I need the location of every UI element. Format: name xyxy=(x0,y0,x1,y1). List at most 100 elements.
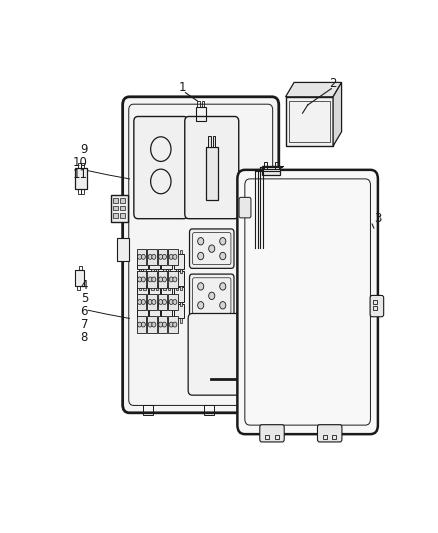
Bar xyxy=(148,294,157,310)
Circle shape xyxy=(152,254,156,260)
Bar xyxy=(169,271,178,288)
Bar xyxy=(75,168,87,189)
Bar xyxy=(78,163,81,168)
Bar xyxy=(161,287,172,302)
Bar xyxy=(139,266,141,271)
Bar xyxy=(168,300,170,304)
Bar xyxy=(151,300,154,304)
Circle shape xyxy=(197,352,201,358)
Bar xyxy=(262,166,280,175)
Bar xyxy=(155,286,158,290)
Bar xyxy=(143,269,146,273)
Bar xyxy=(151,302,154,306)
Bar xyxy=(143,300,146,304)
Bar xyxy=(143,266,146,271)
Circle shape xyxy=(209,352,214,358)
Bar xyxy=(113,198,118,203)
Bar xyxy=(148,248,157,265)
Bar xyxy=(163,266,166,271)
Bar xyxy=(169,294,178,310)
FancyBboxPatch shape xyxy=(123,97,279,413)
Circle shape xyxy=(173,300,177,304)
FancyBboxPatch shape xyxy=(190,229,234,268)
Circle shape xyxy=(169,254,173,260)
Text: 6: 6 xyxy=(81,305,88,318)
FancyBboxPatch shape xyxy=(237,170,378,434)
Bar xyxy=(113,213,118,218)
Bar xyxy=(373,306,377,310)
Circle shape xyxy=(173,277,177,282)
Circle shape xyxy=(141,254,145,260)
Bar xyxy=(176,300,178,304)
Bar xyxy=(163,286,166,290)
Bar xyxy=(286,97,333,146)
Bar xyxy=(158,248,167,265)
Bar xyxy=(151,269,154,273)
Bar xyxy=(158,294,167,310)
Circle shape xyxy=(152,300,156,304)
Bar xyxy=(180,283,182,287)
Bar xyxy=(139,269,141,273)
Bar xyxy=(176,286,178,290)
Bar xyxy=(120,198,125,203)
Polygon shape xyxy=(333,83,342,146)
Bar xyxy=(180,286,182,290)
Bar xyxy=(139,318,141,322)
Circle shape xyxy=(138,322,141,327)
Bar xyxy=(176,318,178,322)
Bar xyxy=(161,254,172,269)
Bar xyxy=(113,206,118,211)
Bar xyxy=(173,271,184,286)
Bar xyxy=(155,266,158,271)
Bar xyxy=(149,254,160,269)
Bar xyxy=(117,238,130,261)
FancyBboxPatch shape xyxy=(370,295,384,317)
Circle shape xyxy=(162,277,166,282)
Bar xyxy=(155,302,158,306)
FancyBboxPatch shape xyxy=(239,197,251,218)
Bar xyxy=(272,343,278,356)
Circle shape xyxy=(152,322,156,327)
Circle shape xyxy=(198,252,204,260)
Bar xyxy=(265,435,269,440)
Text: 9: 9 xyxy=(81,143,88,156)
Bar xyxy=(139,300,141,304)
Circle shape xyxy=(169,277,173,282)
Bar xyxy=(168,286,170,290)
Bar xyxy=(149,304,160,318)
Circle shape xyxy=(138,254,141,260)
Bar xyxy=(79,266,81,270)
Circle shape xyxy=(197,339,201,345)
FancyBboxPatch shape xyxy=(318,425,342,442)
Bar xyxy=(180,300,182,304)
Bar xyxy=(137,271,146,288)
Bar xyxy=(111,195,128,222)
Bar xyxy=(169,317,178,333)
Bar xyxy=(139,302,141,306)
Bar xyxy=(151,266,154,271)
Bar xyxy=(137,294,146,310)
Text: 3: 3 xyxy=(374,212,381,225)
Circle shape xyxy=(169,300,173,304)
Bar xyxy=(264,163,267,168)
Circle shape xyxy=(220,238,226,245)
Bar xyxy=(149,287,160,302)
Text: 2: 2 xyxy=(329,77,337,90)
Bar xyxy=(143,405,153,415)
Bar xyxy=(168,266,170,271)
Bar xyxy=(204,405,214,415)
Bar xyxy=(148,317,157,333)
Bar xyxy=(139,283,141,287)
Circle shape xyxy=(148,322,152,327)
Circle shape xyxy=(141,277,145,282)
Bar xyxy=(173,287,184,302)
Bar xyxy=(275,435,279,440)
FancyBboxPatch shape xyxy=(134,117,188,219)
Bar xyxy=(180,269,182,273)
Bar xyxy=(289,101,330,142)
Text: 10: 10 xyxy=(73,156,88,169)
Bar xyxy=(168,283,170,287)
Bar xyxy=(276,163,279,168)
Bar xyxy=(176,251,178,254)
Circle shape xyxy=(198,238,204,245)
